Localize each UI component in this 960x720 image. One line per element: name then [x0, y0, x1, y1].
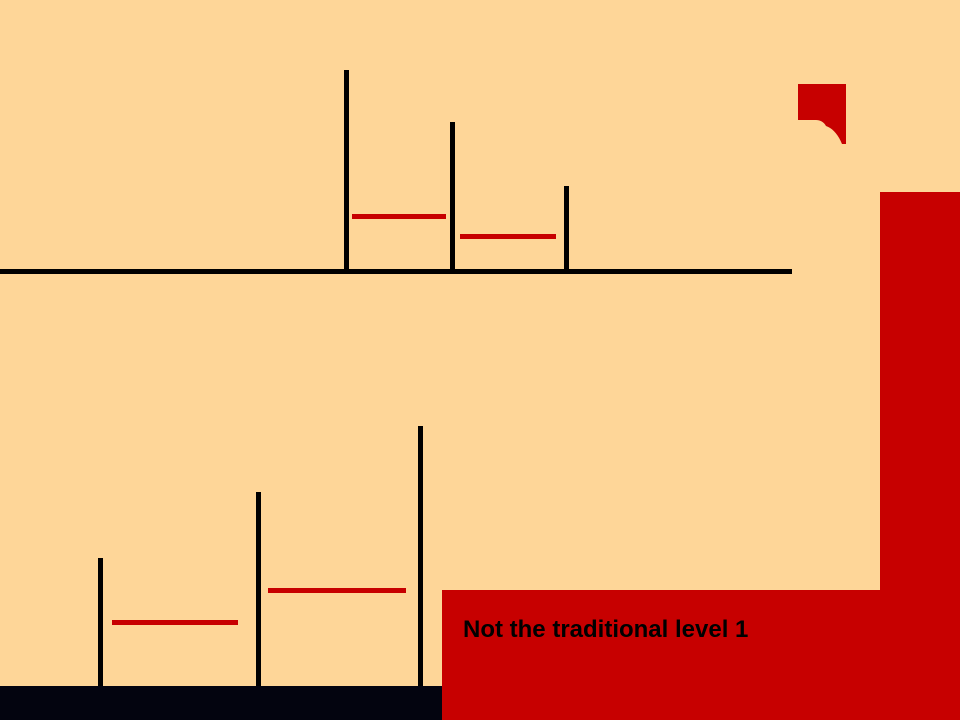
lower-post-2	[256, 492, 261, 686]
lower-post-3	[418, 426, 423, 686]
floor	[0, 686, 442, 720]
upper-post-1	[344, 70, 349, 272]
upper-ground-line	[0, 269, 792, 274]
lower-red-bar-1	[112, 620, 238, 625]
lower-post-1	[98, 558, 103, 686]
lower-red-block	[442, 590, 960, 720]
upper-red-bar-2	[460, 234, 556, 239]
level-caption: Not the traditional level 1	[463, 616, 749, 643]
goal-flag-icon	[798, 84, 846, 144]
upper-red-bar-1	[352, 214, 446, 219]
upper-post-2	[450, 122, 455, 272]
lower-red-bar-2	[268, 588, 406, 593]
upper-post-3	[564, 186, 569, 272]
